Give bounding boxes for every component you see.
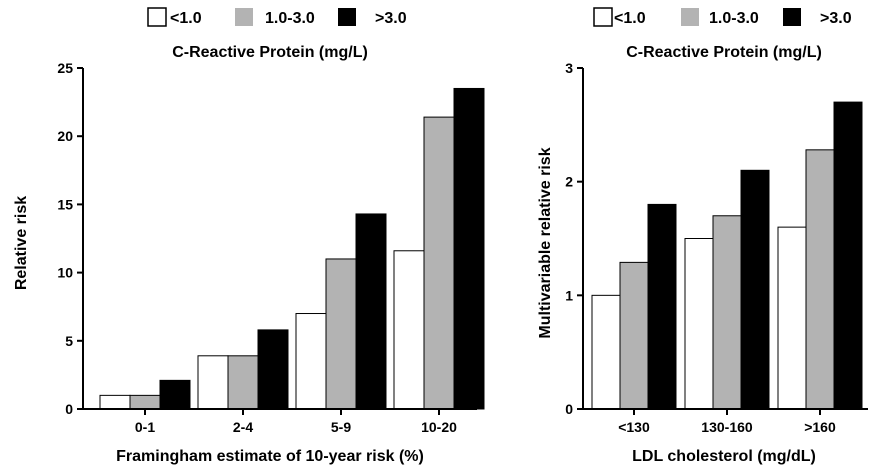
bar [325,258,357,410]
y-tick-label: 1 [565,287,573,303]
y-tick-label: 3 [565,60,573,76]
y-tick-label: 10 [57,265,73,281]
y-ticks: 0 1 2 3 [565,60,583,417]
y-axis-title: Multivariable relative risk [537,147,554,338]
bar [295,313,327,410]
legend-swatch-gt3 [338,8,356,26]
legend-swatch-lt1 [147,7,167,27]
y-tick-label: 5 [65,333,73,349]
x-categories: 0-1 2-4 5-9 10-20 [135,409,457,435]
x-category-label: 10-20 [421,419,457,435]
legend-label-1to3: 1.0-3.0 [709,10,759,27]
bar [159,379,191,410]
bar [197,355,229,410]
legend-label-gt3: >3.0 [375,10,407,27]
right-chart: <1.0 1.0-3.0 >3.0 C-Reactive Protein (mg… [537,7,868,465]
chart-title: C-Reactive Protein (mg/L) [172,44,368,61]
bar [833,101,863,410]
y-tick-label: 0 [65,401,73,417]
legend: <1.0 1.0-3.0 >3.0 [147,7,407,27]
bar [453,87,485,410]
x-category-label: 130-160 [701,419,753,435]
legend-label-gt3: >3.0 [820,10,852,27]
bars [591,101,863,410]
x-categories: <130 130-160 >160 [618,409,836,435]
legend-swatch-1to3 [235,8,253,26]
bar [591,294,621,410]
bar [777,226,807,410]
bar [805,149,835,410]
legend-label-lt1: <1.0 [614,10,646,27]
bar [393,250,425,410]
x-category-label: >160 [804,419,836,435]
x-axis-title: LDL cholesterol (mg/dL) [632,448,816,465]
chart-title: C-Reactive Protein (mg/L) [626,44,822,61]
bar [712,215,742,410]
left-chart: <1.0 1.0-3.0 >3.0 C-Reactive Protein (mg… [13,7,485,465]
bar [257,329,289,410]
legend-swatch-1to3 [681,8,699,26]
y-tick-label: 15 [57,196,73,212]
y-ticks: 0 5 10 15 20 25 [57,60,83,417]
bar [423,116,455,410]
legend: <1.0 1.0-3.0 >3.0 [593,7,852,27]
legend-label-lt1: <1.0 [170,10,202,27]
legend-label-1to3: 1.0-3.0 [265,10,315,27]
y-tick-label: 0 [565,401,573,417]
x-axis-title: Framingham estimate of 10-year risk (%) [116,448,424,465]
bar [619,261,649,410]
x-category-label: 0-1 [135,419,155,435]
x-category-label: <130 [618,419,650,435]
x-category-label: 2-4 [233,419,253,435]
bar [684,238,714,410]
y-tick-label: 20 [57,128,73,144]
bars [99,87,485,410]
legend-swatch-lt1 [593,7,613,27]
bar [647,203,677,410]
bar [740,169,770,410]
y-tick-label: 2 [565,174,573,190]
legend-swatch-gt3 [783,8,801,26]
x-category-label: 5-9 [331,419,351,435]
bar [227,355,259,410]
bar [99,394,131,410]
bar [129,394,161,410]
y-tick-label: 25 [57,60,73,76]
y-axis-title: Relative risk [13,196,30,290]
bar [355,213,387,410]
